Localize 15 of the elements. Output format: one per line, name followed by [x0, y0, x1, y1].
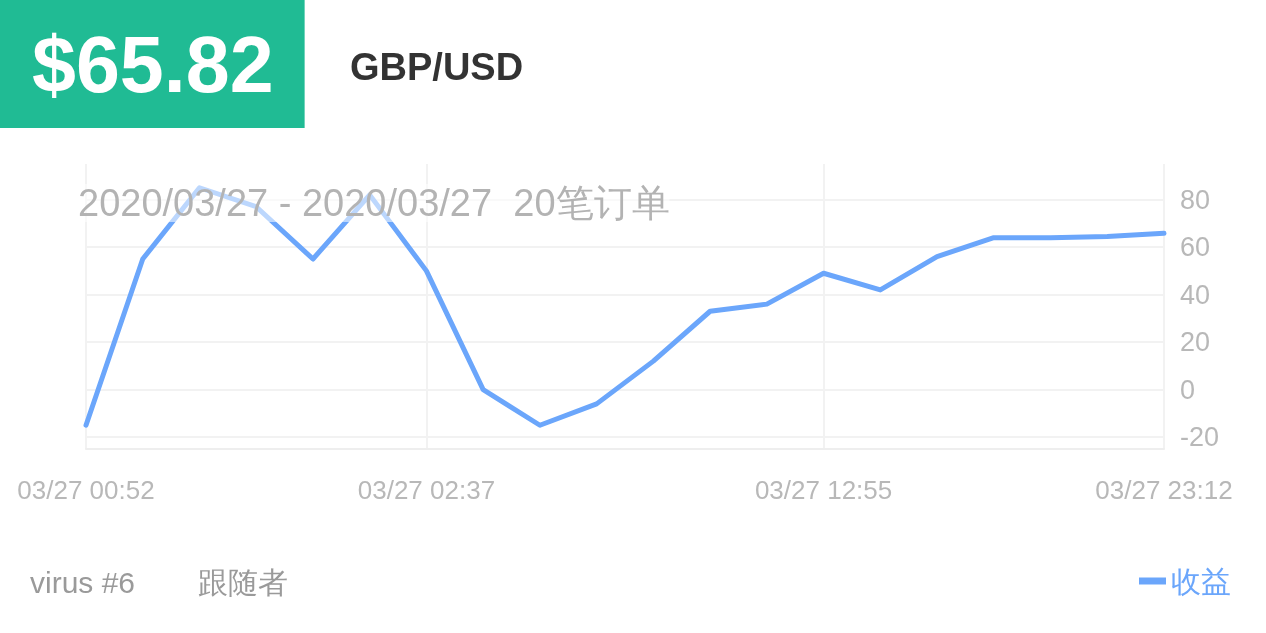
- y-tick-label: 60: [1180, 232, 1211, 263]
- y-tick-label: 80: [1180, 184, 1211, 215]
- y-tick-label: 0: [1180, 374, 1196, 405]
- y-tick-label: 20: [1180, 327, 1211, 358]
- y-tick-label: -20: [1180, 422, 1220, 453]
- text: 跟随者: [198, 565, 288, 599]
- x-tick-label: 03/27 23:12: [1095, 475, 1233, 505]
- y-tick-label: 40: [1180, 279, 1211, 310]
- chart-title: $65.82: [32, 19, 274, 109]
- x-tick-label: 03/27 02:37: [357, 475, 496, 505]
- x-tick-label: 03/27 00:52: [17, 475, 155, 505]
- chart-subtitle: GBP/USD: [350, 46, 524, 88]
- text: virus #6: [30, 565, 136, 599]
- legend-label: 收益: [1171, 564, 1231, 598]
- x-tick-label: 03/27 12:55: [754, 475, 893, 505]
